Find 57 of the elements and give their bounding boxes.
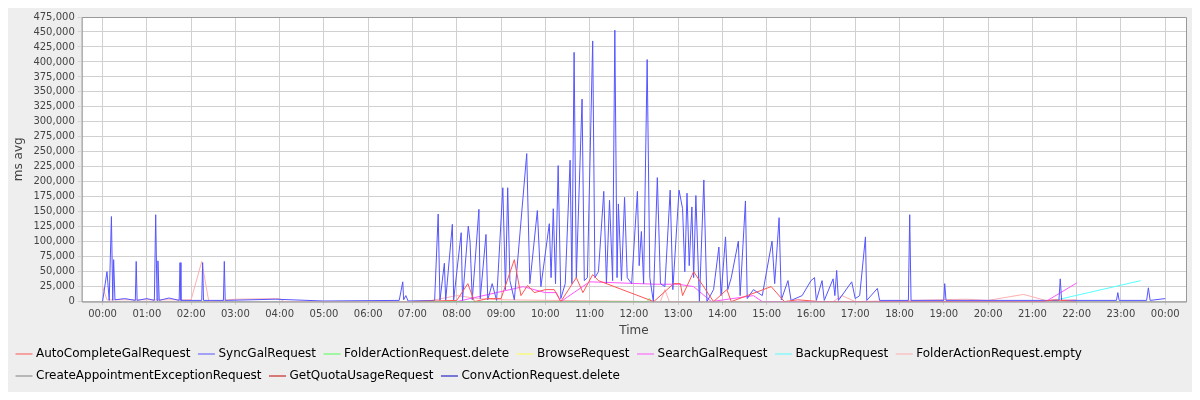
y-tick-label: 200,000 [33,175,75,187]
y-tick-label: 150,000 [33,205,75,217]
x-tick-label: 08:00 [442,308,472,320]
x-tick-label: 15:00 [752,308,782,320]
x-tick-label: 12:00 [619,308,649,320]
x-tick-label: 01:00 [132,308,162,320]
y-tick-label: 275,000 [33,130,75,142]
x-tick-label: 14:00 [708,308,737,320]
x-tick-label: 10:00 [530,308,560,320]
y-tick-label: 125,000 [33,220,75,232]
y-tick-label: 450,000 [33,25,75,37]
x-tick-label: 17:00 [840,308,870,320]
y-tick-label: 100,000 [33,235,75,247]
y-tick-label: 475,000 [33,10,75,22]
x-tick-label: 02:00 [176,308,206,320]
y-tick-label: 0 [68,295,75,307]
x-tick-label: 23:00 [1106,308,1136,320]
x-tick-label: 05:00 [309,308,339,320]
y-tick-label: 425,000 [33,40,75,52]
x-tick-label: 13:00 [663,308,693,320]
x-tick-label: 09:00 [486,308,516,320]
x-tick-label: 21:00 [1017,308,1047,320]
legend-label: BrowseRequest [537,346,630,361]
y-tick-label: 350,000 [33,85,75,97]
x-tick-label: 16:00 [796,308,826,320]
x-tick-label: 11:00 [575,308,605,320]
legend-label: FolderActionRequest.empty [916,346,1082,361]
y-tick-label: 25,000 [39,280,75,292]
legend-label: CreateAppointmentExceptionRequest [36,368,262,383]
x-tick-label: 19:00 [929,308,959,320]
y-tick-label: 225,000 [33,160,75,172]
y-tick-label: 75,000 [39,250,75,262]
y-tick-label: 400,000 [33,55,75,67]
legend-label: GetQuotaUsageRequest [289,368,434,383]
y-tick-label: 300,000 [33,115,75,127]
x-tick-label: 00:00 [88,308,117,320]
x-tick-label: 20:00 [973,308,1003,320]
x-tick-label: 03:00 [220,308,250,320]
legend-label: FolderActionRequest.delete [344,346,510,361]
y-tick-label: 375,000 [33,70,75,82]
y-tick-label: 325,000 [33,100,75,112]
legend-label: BackupRequest [795,346,889,361]
x-tick-label: 22:00 [1062,308,1092,320]
x-tick-label: 06:00 [353,308,383,320]
y-tick-label: 175,000 [33,190,75,202]
x-tick-label: 07:00 [398,308,427,320]
x-tick-label: 00:00 [1150,308,1180,320]
legend-label: SearchGalRequest [657,346,768,361]
x-axis-title: Time [618,322,649,337]
legend-label: ConvActionRequest.delete [461,368,620,383]
legend-label: SyncGalRequest [218,346,317,361]
legend-label: AutoCompleteGalRequest [36,346,191,361]
x-tick-label: 18:00 [885,308,914,320]
y-tick-label: 50,000 [39,265,75,277]
y-tick-label: 250,000 [33,145,75,157]
y-axis-title: ms avg [11,137,26,182]
x-tick-label: 04:00 [265,308,295,320]
